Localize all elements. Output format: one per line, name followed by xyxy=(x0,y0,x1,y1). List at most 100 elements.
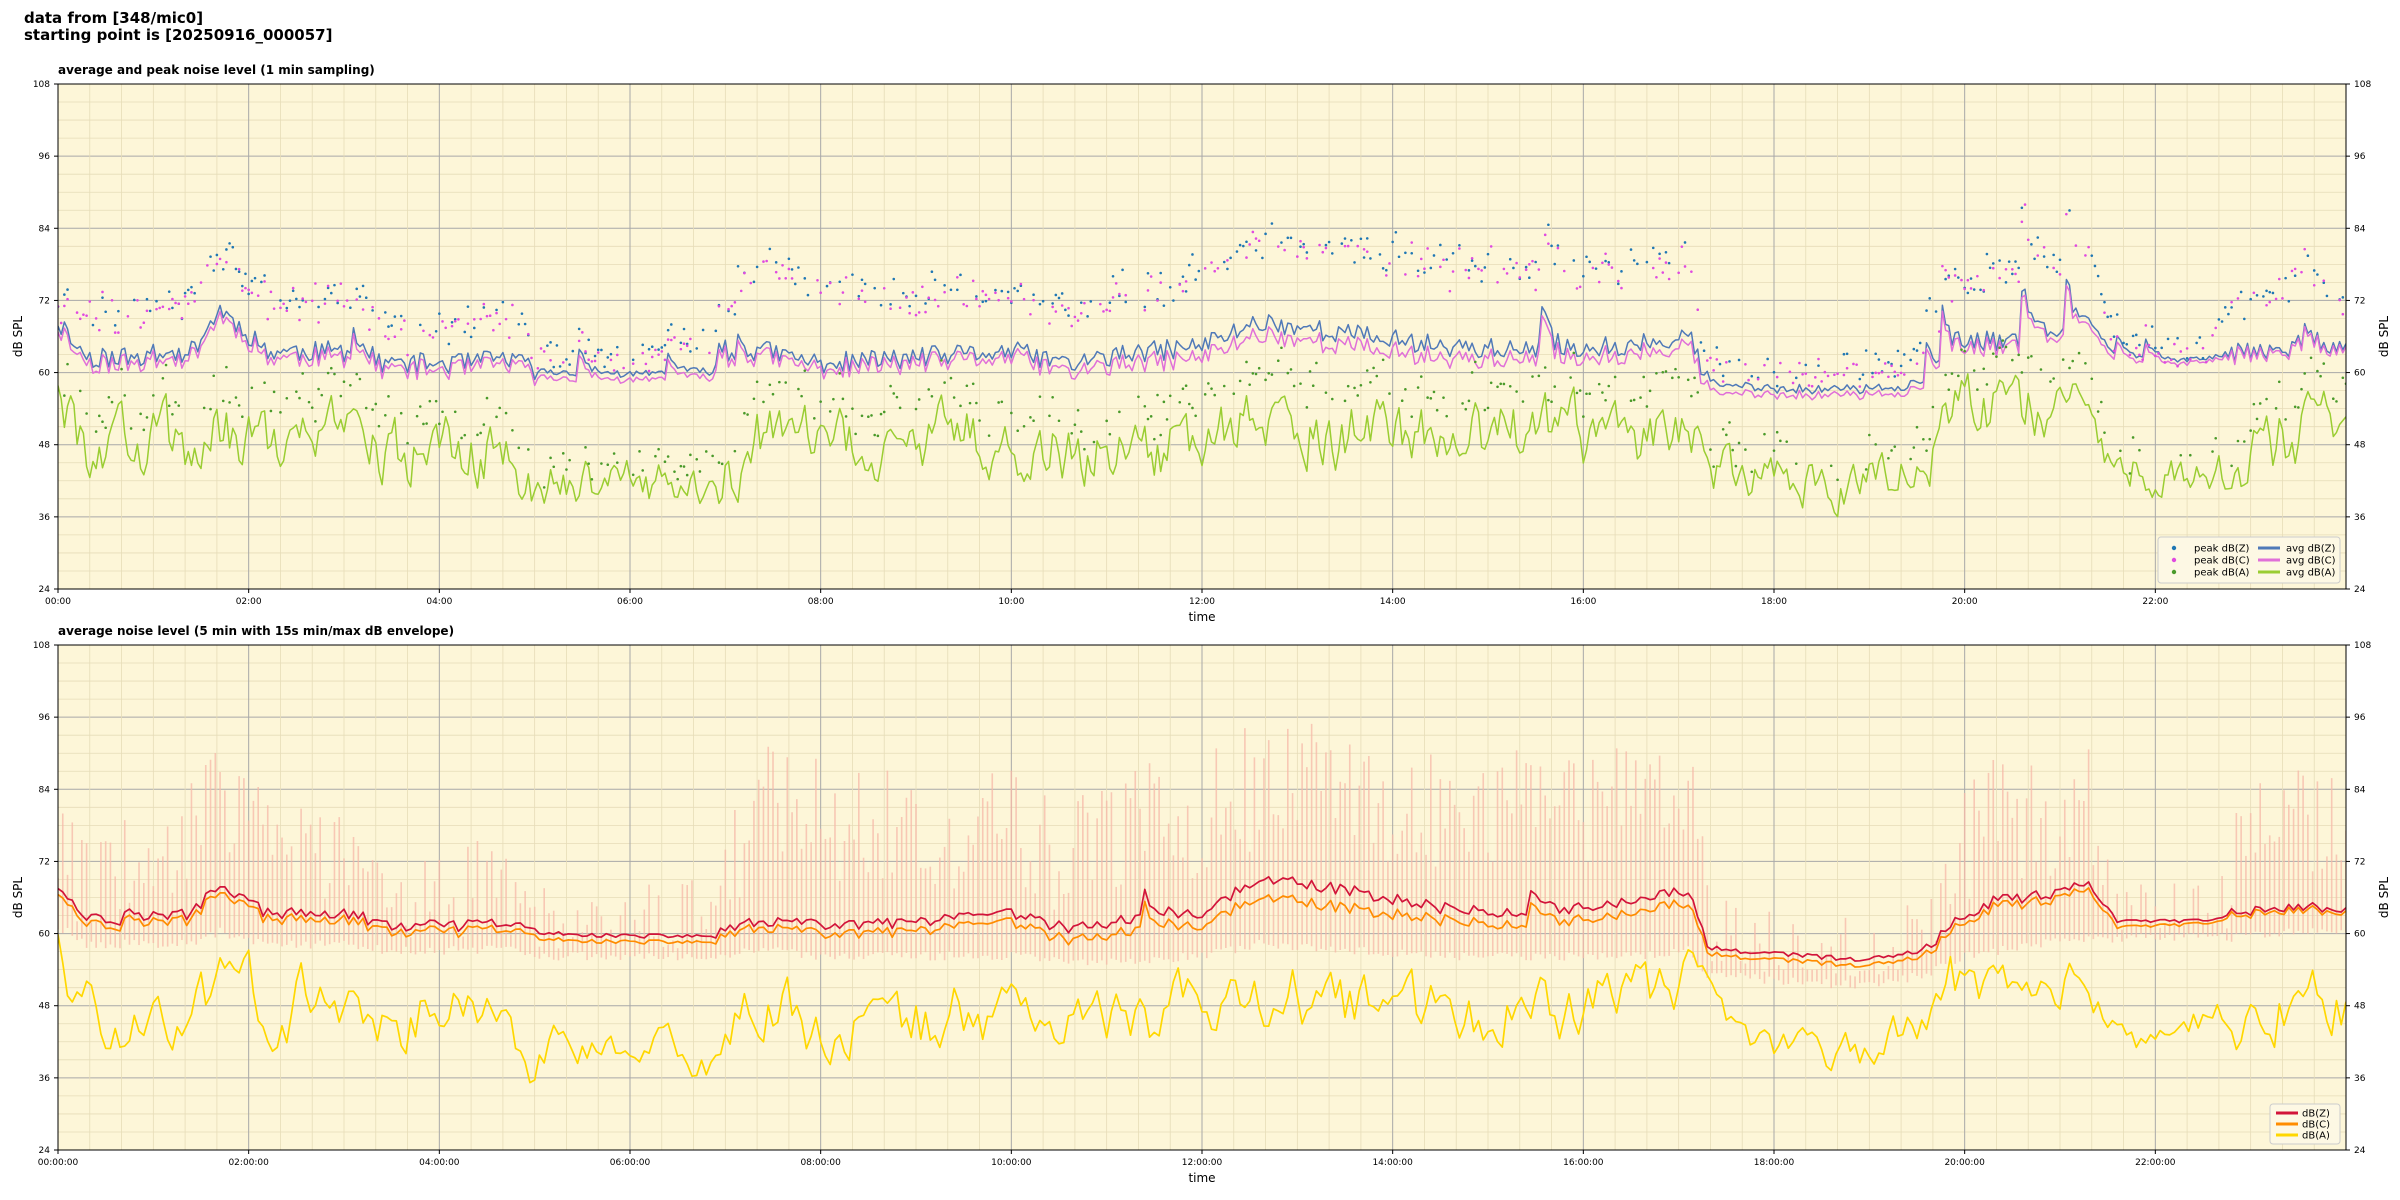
peak-point xyxy=(1191,253,1194,256)
peak-point xyxy=(1184,290,1188,293)
peak-point xyxy=(1651,266,1655,270)
peak-point xyxy=(1779,439,1782,443)
peak-point xyxy=(828,281,832,285)
peak-point xyxy=(752,280,756,284)
peak-point xyxy=(263,381,266,385)
peak-point xyxy=(1184,384,1188,387)
peak-point xyxy=(1381,267,1385,270)
peak-point xyxy=(1181,275,1185,278)
peak-point xyxy=(1388,262,1391,265)
peak-point xyxy=(1178,283,1182,286)
peak-point xyxy=(997,401,1000,404)
peak-point xyxy=(1597,382,1601,386)
peak-point xyxy=(552,365,556,369)
peak-point xyxy=(930,270,934,274)
peak-point xyxy=(2045,265,2049,269)
peak-point xyxy=(1658,252,1661,256)
peak-point xyxy=(1744,448,1747,451)
peak-point xyxy=(1016,429,1019,432)
peak-point xyxy=(1588,392,1591,396)
peak-point xyxy=(1833,373,1836,377)
peak-point xyxy=(2335,400,2338,403)
peak-point xyxy=(139,326,142,329)
peak-point xyxy=(1874,443,1877,446)
peak-point xyxy=(2211,333,2214,337)
peak-point xyxy=(450,320,454,324)
peak-point xyxy=(1168,285,1172,289)
peak-point xyxy=(1588,260,1591,264)
peak-point xyxy=(1607,263,1611,266)
peak-point xyxy=(463,433,467,437)
peak-point xyxy=(492,328,495,332)
peak-point xyxy=(336,301,339,305)
peak-point xyxy=(2084,361,2087,365)
peak-point xyxy=(2303,372,2306,375)
peak-point xyxy=(2100,292,2103,296)
peak-point xyxy=(2052,266,2055,270)
peak-point xyxy=(310,299,314,303)
peak-point xyxy=(1168,394,1172,398)
peak-point xyxy=(1804,372,1808,375)
y-tick-label-right: 96 xyxy=(2354,152,2366,162)
peak-point xyxy=(384,413,387,417)
peak-point xyxy=(1763,432,1766,436)
peak-point xyxy=(1864,468,1868,471)
peak-point xyxy=(733,301,737,304)
peak-point xyxy=(1982,367,1986,371)
peak-point xyxy=(1817,364,1820,367)
peak-point xyxy=(1547,223,1550,227)
peak-point xyxy=(596,348,600,352)
peak-point xyxy=(641,351,645,355)
peak-point xyxy=(1918,341,1922,345)
peak-point xyxy=(701,328,705,332)
peak-point xyxy=(774,270,778,274)
peak-point xyxy=(749,281,753,285)
peak-point xyxy=(1667,261,1671,265)
peak-point xyxy=(164,363,168,367)
peak-point xyxy=(78,389,82,393)
peak-point xyxy=(364,296,368,299)
peak-point xyxy=(139,412,142,416)
peak-point xyxy=(1108,301,1112,305)
peak-point xyxy=(1537,374,1541,378)
peak-point xyxy=(936,304,940,308)
peak-point xyxy=(2163,361,2167,364)
peak-point xyxy=(959,273,962,277)
peak-point xyxy=(650,355,654,359)
peak-point xyxy=(1779,361,1782,365)
peak-point xyxy=(1238,243,1242,247)
peak-point xyxy=(1029,416,1032,419)
peak-point xyxy=(2258,402,2262,405)
legend-marker xyxy=(2171,557,2177,563)
peak-point xyxy=(2026,238,2030,242)
y-tick-label-right: 36 xyxy=(2354,513,2366,523)
peak-point xyxy=(2297,406,2300,409)
peak-point xyxy=(1365,237,1369,240)
peak-point xyxy=(2033,257,2036,261)
peak-point xyxy=(428,399,432,403)
peak-point xyxy=(399,411,403,415)
peak-point xyxy=(2138,353,2141,357)
peak-point xyxy=(1470,259,1474,262)
peak-point xyxy=(295,297,298,301)
peak-point xyxy=(2011,272,2014,276)
peak-point xyxy=(377,317,381,320)
peak-point xyxy=(2185,347,2189,350)
peak-point xyxy=(288,299,292,302)
peak-point xyxy=(1054,293,1058,297)
peak-point xyxy=(1184,280,1188,283)
peak-point xyxy=(1775,384,1779,388)
peak-point xyxy=(406,353,409,357)
peak-point xyxy=(1553,262,1557,266)
peak-point xyxy=(774,261,778,264)
peak-point xyxy=(1582,274,1585,278)
peak-point xyxy=(631,473,635,477)
peak-point xyxy=(438,422,441,426)
peak-point xyxy=(314,420,317,423)
peak-point xyxy=(2109,337,2113,341)
peak-point xyxy=(193,291,196,295)
peak-point xyxy=(368,328,371,331)
peak-point xyxy=(1902,353,1906,356)
peak-point xyxy=(994,288,997,292)
plot-series xyxy=(58,723,2346,1084)
